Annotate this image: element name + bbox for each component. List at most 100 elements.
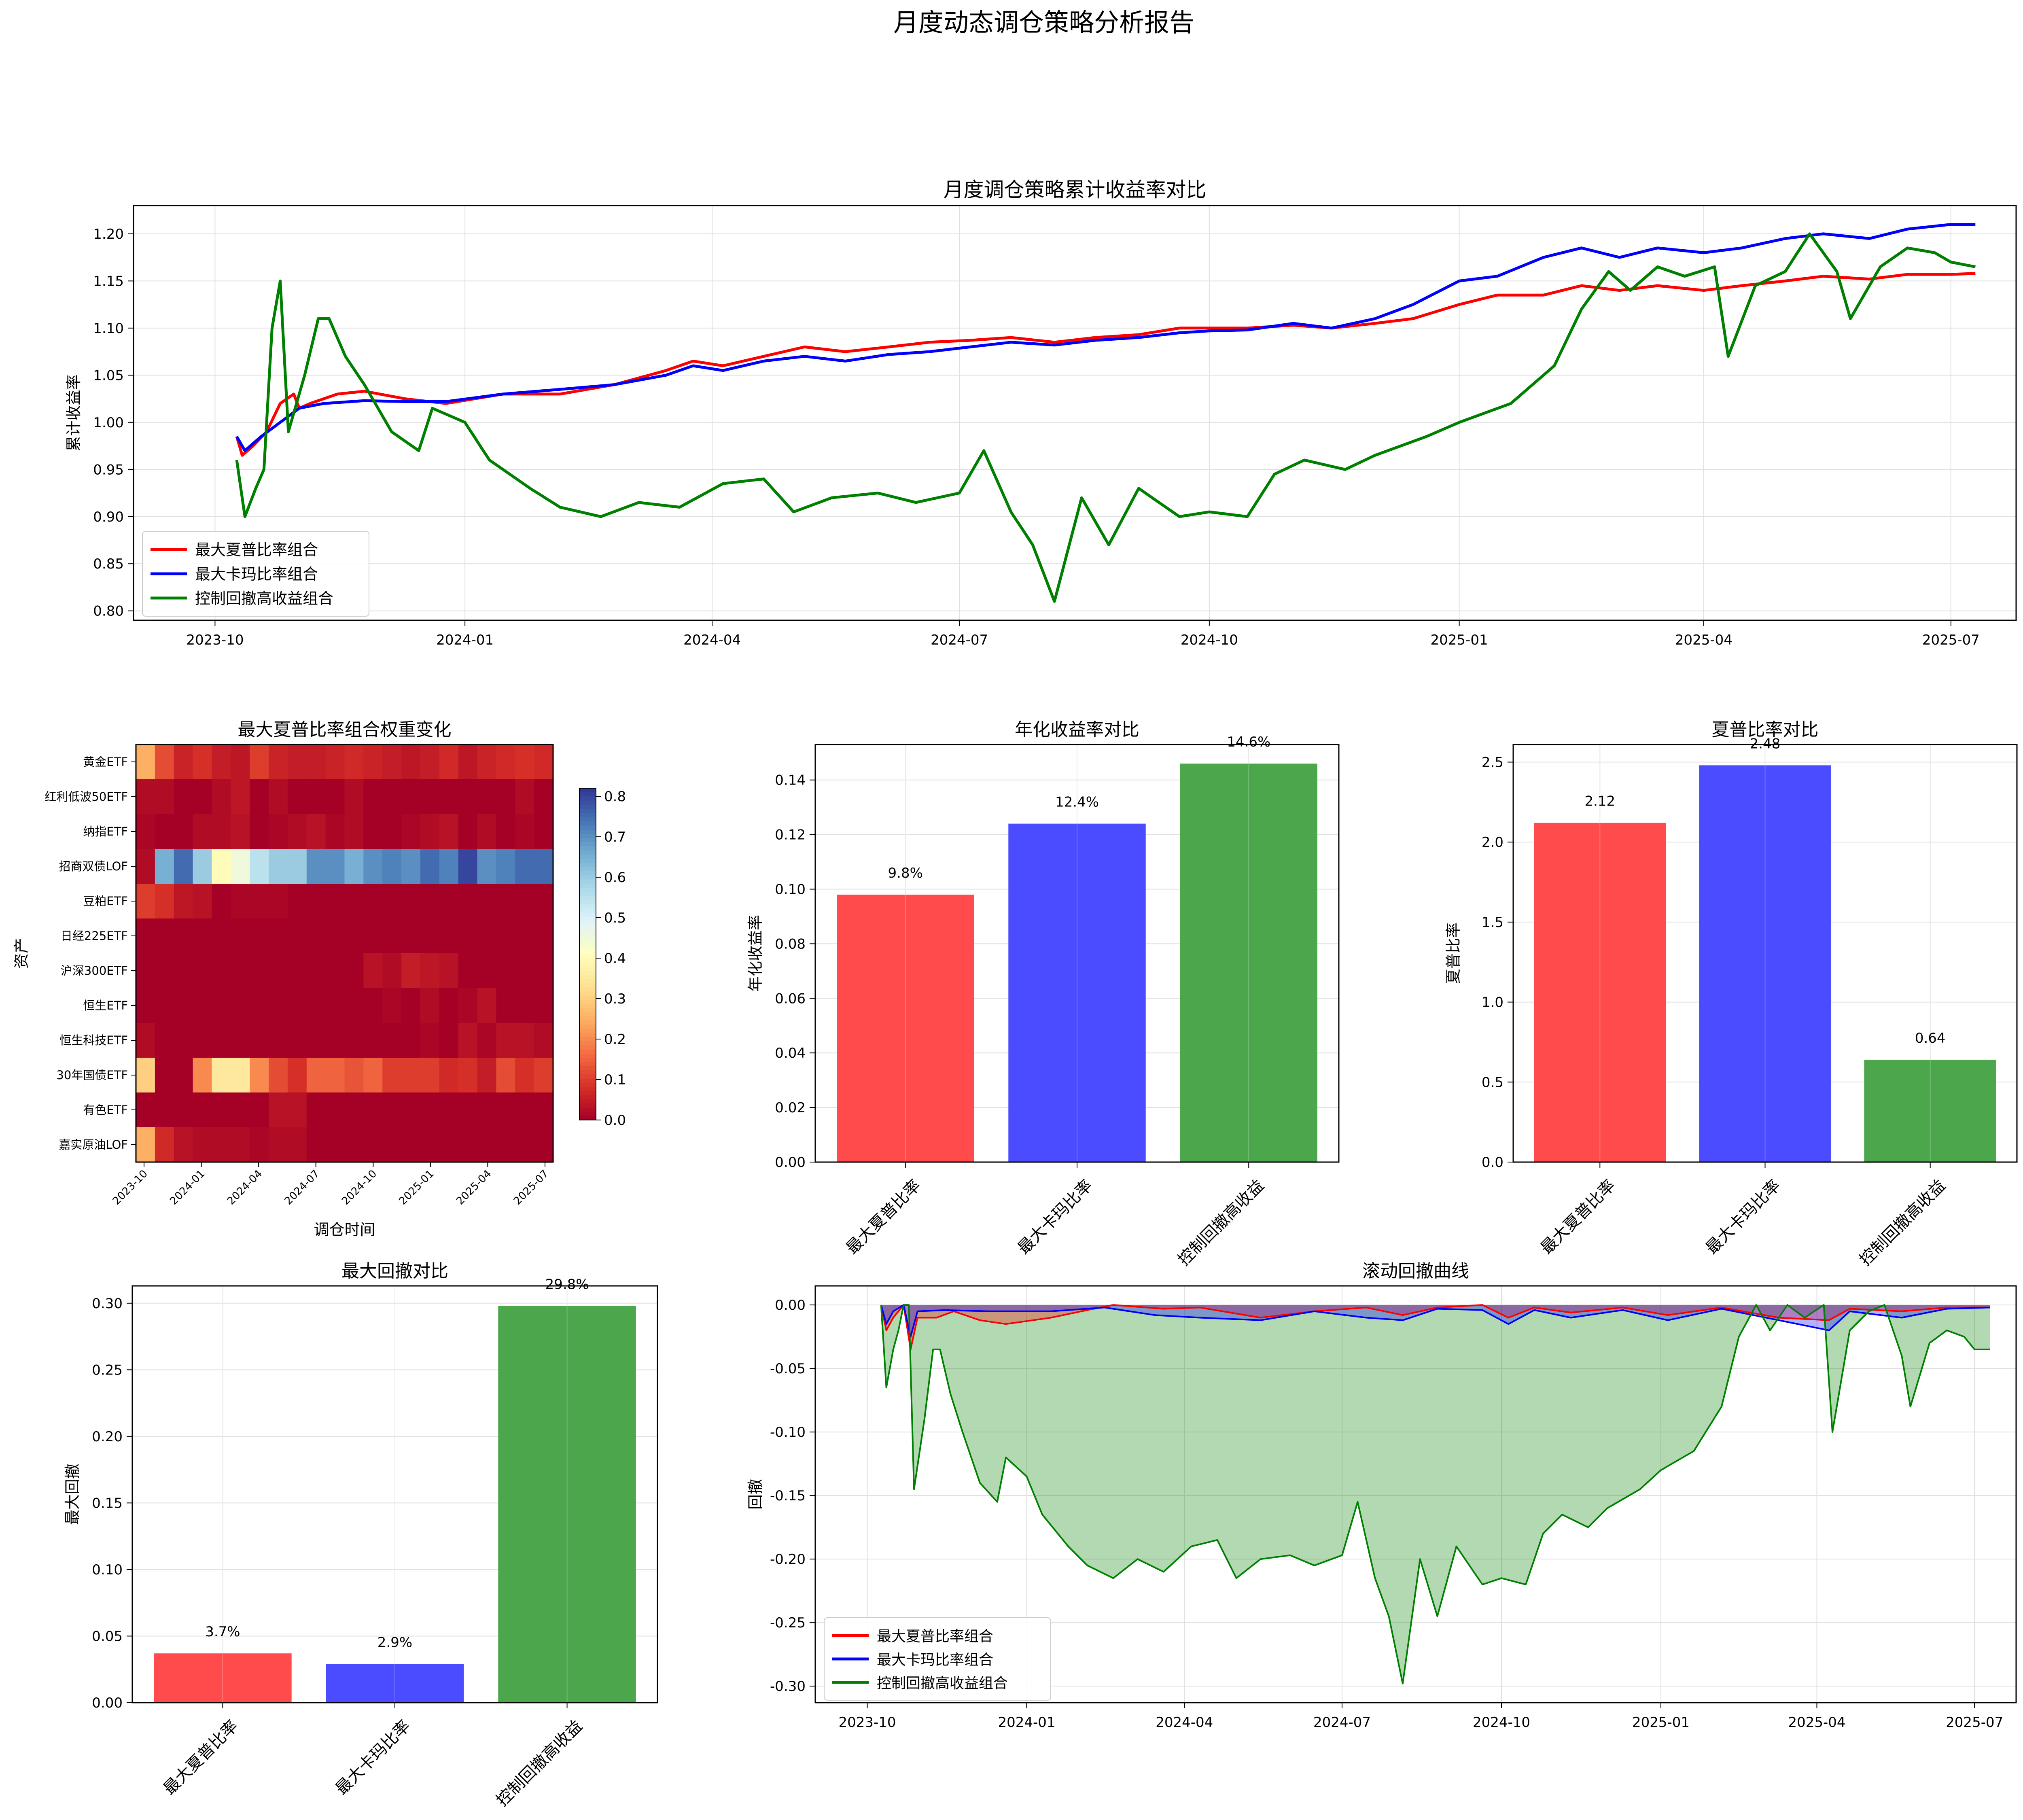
colorbar-segment	[579, 821, 596, 826]
y-axis-label: 最大回撤	[64, 1464, 81, 1525]
heatmap-cell	[496, 1092, 515, 1128]
heatmap-cell	[439, 1023, 459, 1058]
y-tick-label: 0.08	[775, 936, 806, 952]
heatmap-cell	[193, 814, 212, 849]
heatmap-cell	[136, 988, 155, 1023]
heatmap-cell	[401, 988, 421, 1023]
colorbar-segment	[579, 875, 596, 880]
colorbar-tick-label: 0.2	[604, 1031, 626, 1048]
heatmap-cell	[420, 779, 440, 815]
heatmap-cell	[174, 953, 193, 988]
heatmap-cell	[401, 814, 421, 849]
heatmap-cell	[250, 988, 269, 1023]
heatmap-cell	[420, 814, 440, 849]
heatmap-cell	[306, 988, 326, 1023]
heatmap-cell	[382, 953, 402, 988]
heatmap-cell	[136, 814, 155, 849]
colorbar-segment	[579, 933, 596, 938]
heatmap-cell	[231, 918, 250, 954]
heatmap-cell	[439, 1092, 459, 1128]
colorbar-segment	[579, 867, 596, 872]
heatmap-cell	[420, 918, 440, 954]
y-tick-label: 2.5	[1482, 754, 1503, 770]
heatmap-cell	[344, 1127, 364, 1162]
colorbar-segment	[579, 842, 596, 847]
heatmap-cell	[250, 1023, 269, 1058]
plot-frame	[133, 205, 2017, 621]
heatmap-cell	[496, 745, 515, 780]
heatmap-cell	[477, 814, 497, 849]
y-tick-label: 0.10	[775, 881, 806, 897]
heatmap-cell	[515, 779, 534, 815]
colorbar-segment	[579, 979, 596, 984]
heatmap-cell	[344, 1092, 364, 1128]
heatmap-cell	[382, 988, 402, 1023]
heatmap-cell	[231, 1058, 250, 1093]
rolling-drawdown-chart: 2023-10 2024-01 2024-04 2024-07 2024-10 2025-…	[746, 1261, 2017, 1731]
bar-value-label: 2.12	[1584, 793, 1615, 810]
colorbar-segment	[579, 1087, 596, 1092]
x-tick-label: 2024-01	[168, 1168, 207, 1207]
colorbar-segment	[579, 971, 596, 976]
heatmap-cell	[287, 953, 307, 988]
heatmap-cell	[155, 918, 174, 954]
colorbar-segment	[579, 888, 596, 893]
colorbar-segment	[579, 788, 596, 793]
colorbar-segment	[579, 950, 596, 955]
heatmap-cell	[439, 918, 459, 954]
heatmap-cell	[155, 745, 174, 780]
legend-label: 最大卡玛比率组合	[195, 565, 318, 583]
heatmap-cell	[306, 1058, 326, 1093]
heatmap-cell	[420, 1092, 440, 1128]
bar-value-label: 14.6%	[1227, 734, 1270, 750]
y-tick-label: -0.20	[770, 1551, 806, 1568]
colorbar-segment	[579, 805, 596, 810]
heatmap-cell	[534, 953, 553, 988]
heatmap-cell	[439, 779, 459, 815]
figure-suptitle: 月度动态调仓策略分析报告	[893, 8, 1194, 37]
heatmap-cell	[231, 849, 250, 884]
x-tick-label: 2025-07	[1946, 1714, 2003, 1731]
heatmap-cell	[174, 814, 193, 849]
heatmap-cell	[344, 849, 364, 884]
heatmap-cell	[174, 849, 193, 884]
asset-label: 嘉实原油LOF	[59, 1138, 128, 1152]
drawdown-fill-2	[881, 1305, 1990, 1684]
heatmap-cell	[458, 1058, 478, 1093]
x-tick-label: 2024-07	[931, 632, 988, 648]
heatmap-cell	[193, 988, 212, 1023]
asset-label: 沪深300ETF	[61, 964, 128, 978]
colorbar-segment	[579, 1004, 596, 1009]
heatmap-cell	[515, 1092, 534, 1128]
heatmap-cell	[458, 884, 478, 919]
heatmap-cell	[212, 918, 231, 954]
x-tick-label: 最大卡玛比率	[332, 1717, 414, 1799]
colorbar-tick-label: 0.7	[604, 829, 626, 845]
heatmap-cell	[534, 1092, 553, 1128]
heatmap-cell	[515, 814, 534, 849]
y-tick-label: 0.85	[93, 556, 124, 572]
colorbar-tick-label: 0.1	[604, 1072, 626, 1088]
heatmap-cell	[250, 745, 269, 780]
heatmap-cell	[136, 1023, 155, 1058]
heatmap-cell	[269, 849, 288, 884]
colorbar-segment	[579, 916, 596, 921]
y-tick-label: 1.05	[93, 367, 124, 384]
colorbar-segment	[579, 1058, 596, 1063]
colorbar-segment	[579, 1112, 596, 1116]
heatmap-cell	[477, 988, 497, 1023]
y-tick-label: 1.10	[93, 320, 124, 337]
heatmap-cell	[439, 884, 459, 919]
heatmap-cell	[458, 745, 478, 780]
bar-2	[498, 1306, 636, 1703]
heatmap-cell	[496, 988, 515, 1023]
x-tick-label: 控制回撤高收益	[1175, 1176, 1268, 1270]
heatmap-cell	[477, 1092, 497, 1128]
colorbar-tick-label: 0.5	[604, 910, 626, 926]
heatmap-cell	[382, 779, 402, 815]
chart-title: 年化收益率对比	[1015, 719, 1139, 740]
chart-title: 夏普比率对比	[1712, 719, 1819, 740]
heatmap-cell	[420, 745, 440, 780]
heatmap-cell	[344, 745, 364, 780]
chart-title: 滚动回撤曲线	[1362, 1261, 1469, 1281]
